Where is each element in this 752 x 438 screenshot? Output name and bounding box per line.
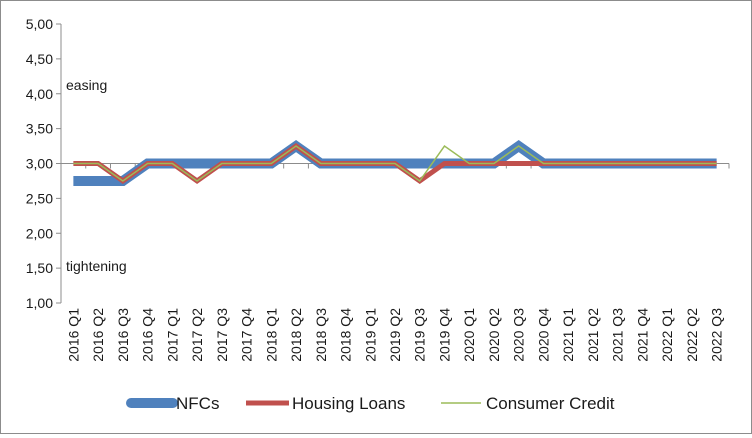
tightening-annotation: tightening xyxy=(66,258,127,274)
x-axis: 2016 Q1 2016 Q2 2016 Q3 2016 Q4 2017 Q1 2017 … xyxy=(60,163,730,362)
x-tick-label: 2019 Q3 xyxy=(412,308,428,362)
y-tick-label: 4,50 xyxy=(26,51,53,67)
y-tick-label: 1,00 xyxy=(26,295,53,311)
x-tick-label: 2022 Q2 xyxy=(684,308,700,362)
x-tick-label: 2020 Q1 xyxy=(461,308,477,362)
legend-label-housing-loans: Housing Loans xyxy=(292,394,405,413)
y-tick-label: 1,50 xyxy=(26,260,53,276)
x-tick-label: 2016 Q1 xyxy=(65,308,81,362)
easing-annotation: easing xyxy=(66,77,107,93)
x-tick-label: 2019 Q1 xyxy=(362,308,378,362)
y-tick-label: 3,50 xyxy=(26,121,53,137)
y-tick-label: 2,00 xyxy=(26,225,53,241)
x-tick-label: 2018 Q3 xyxy=(313,308,329,362)
x-tick-label: 2021 Q4 xyxy=(634,308,650,362)
x-tick-label: 2019 Q4 xyxy=(436,308,452,362)
y-tick-label: 3,00 xyxy=(26,156,53,172)
x-tick-label: 2022 Q3 xyxy=(709,308,725,362)
y-tick-label: 2,50 xyxy=(26,190,53,206)
legend-label-consumer-credit: Consumer Credit xyxy=(486,394,615,413)
x-tick-label: 2018 Q4 xyxy=(338,308,354,362)
series-lines xyxy=(73,139,717,186)
x-tick-label: 2020 Q3 xyxy=(511,308,527,362)
x-tick-label: 2017 Q3 xyxy=(214,308,230,362)
annotations: easing tightening xyxy=(66,77,127,274)
x-tick-label: 2021 Q1 xyxy=(560,308,576,362)
x-tick-label: 2016 Q2 xyxy=(90,308,106,362)
x-tick-label: 2018 Q1 xyxy=(263,308,279,362)
legend: NFCs Housing Loans Consumer Credit xyxy=(126,394,615,413)
x-tick-label: 2020 Q4 xyxy=(535,308,551,362)
x-tick-label: 2020 Q2 xyxy=(486,308,502,362)
x-tick-label: 2016 Q4 xyxy=(140,308,156,362)
x-tick-label: 2017 Q4 xyxy=(239,308,255,362)
x-tick-label: 2022 Q1 xyxy=(659,308,675,362)
x-tick-label: 2017 Q2 xyxy=(189,308,205,362)
legend-label-nfcs: NFCs xyxy=(176,394,219,413)
x-tick-label: 2019 Q2 xyxy=(387,308,403,362)
x-tick-label: 2021 Q3 xyxy=(610,308,626,362)
y-tick-label: 4,00 xyxy=(26,86,53,102)
series-line-consumer-credit xyxy=(73,145,717,182)
x-tick-label: 2017 Q1 xyxy=(164,308,180,362)
y-tick-label: 5,00 xyxy=(26,16,53,32)
x-tick-label: 2021 Q2 xyxy=(585,308,601,362)
x-tick-label: 2016 Q3 xyxy=(115,308,131,362)
y-axis: 1,00 1,50 2,00 2,50 3,00 3,50 4,00 4,50 5,00 xyxy=(26,16,62,311)
x-tick-label: 2018 Q2 xyxy=(288,308,304,362)
